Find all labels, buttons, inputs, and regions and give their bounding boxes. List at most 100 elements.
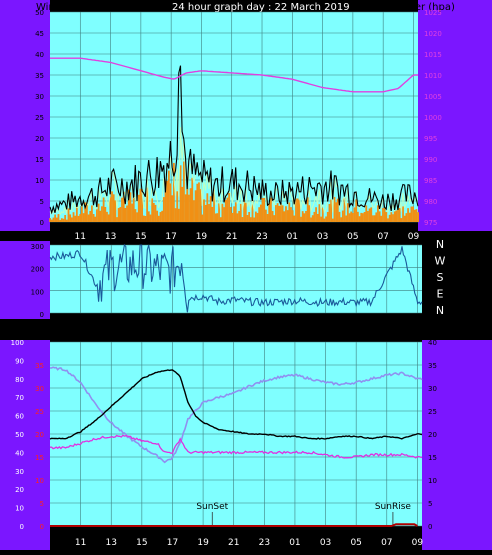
wind-x-tick-label: 13: [105, 232, 116, 242]
wind-avg-bar: [261, 197, 264, 222]
rain-y-tick-label: 30: [35, 385, 44, 393]
wind-avg-bar: [70, 217, 73, 222]
wind-avg-bar: [244, 202, 247, 222]
wind-avg-bar: [306, 197, 309, 222]
wind-avg-bar: [206, 193, 209, 222]
wind-avg-bar: [144, 215, 147, 222]
wind-avg-bar: [151, 198, 154, 222]
wind-avg-bar: [271, 210, 274, 222]
wind-avg-bar: [256, 212, 259, 222]
wind-avg-bar: [254, 211, 257, 222]
wind-avg-bar: [152, 202, 155, 222]
wind-avg-bar: [417, 212, 419, 222]
wind-avg-bar: [362, 213, 364, 222]
temperature-line: [49, 369, 423, 440]
wind-avg-bar: [315, 207, 317, 222]
wind-avg-bar: [305, 210, 307, 222]
rainfall-label: Rainfall (mm): [1, 323, 69, 334]
wind-avg-bar: [97, 203, 100, 222]
wind-avg-bar: [64, 215, 67, 222]
wind-avg-bar: [49, 218, 51, 222]
wind-avg-bar: [55, 217, 58, 222]
temp-x-tick-label: 03: [320, 538, 331, 548]
baro-y-tick-label: 1005: [424, 93, 442, 101]
wind-x-tick-label: 07: [377, 232, 388, 242]
wind-avg-bar: [179, 165, 182, 222]
direction-compass-label: S: [437, 271, 444, 284]
wind-y-tick-label: 25: [35, 114, 44, 122]
wind-avg-bar: [199, 189, 202, 222]
wind-avg-bar: [67, 208, 70, 222]
wind-avg-bar: [239, 203, 242, 222]
wind-avg-bar: [121, 197, 123, 222]
temp-x-tick-label: 15: [136, 538, 147, 548]
wind-avg-bar: [346, 203, 349, 222]
rain-y-tick-label: 0: [40, 523, 44, 531]
wind-x-tick-label: 19: [196, 232, 208, 242]
wind-avg-bar: [94, 216, 97, 222]
humidity-y-tick-label: 90: [15, 357, 24, 365]
wind-avg-bar: [268, 202, 271, 222]
direction-y-tick-label: 0: [40, 311, 44, 319]
wind-avg-bar: [370, 207, 373, 222]
wind-avg-bar: [191, 177, 194, 222]
wind-avg-bar: [146, 187, 149, 222]
wind-avg-bar: [223, 207, 225, 222]
wind-x-tick-label: 17: [165, 232, 176, 242]
wind-avg-bar: [211, 206, 214, 222]
rain-y-tick-label: 5: [40, 500, 44, 508]
wind-avg-bar: [117, 208, 120, 222]
wind-avg-bar: [198, 182, 200, 222]
baro-y-tick-label: 1025: [424, 9, 442, 17]
humidity-label: Humidity (%): [66, 323, 132, 334]
wind-avg-bar: [174, 208, 177, 222]
wind-avg-bar: [131, 203, 133, 222]
wind-avg-bar: [216, 213, 219, 222]
wind-avg-bar: [208, 204, 210, 222]
wind-avg-bar: [203, 199, 205, 222]
wind-avg-bar: [326, 211, 329, 222]
wind-avg-bar: [87, 214, 90, 222]
wind-avg-bar: [323, 218, 326, 222]
wind-avg-bar: [129, 192, 132, 222]
wind-y-tick-label: 20: [35, 135, 44, 143]
wind-avg-bar: [253, 217, 256, 222]
wind-avg-bar: [75, 204, 78, 222]
wind-avg-bar: [194, 190, 197, 222]
wind-avg-bar: [273, 215, 276, 222]
wind-avg-bar: [298, 199, 301, 222]
temp-x-tick-label: 13: [106, 538, 117, 548]
wind-avg-bar: [351, 213, 354, 222]
wind-avg-bar: [214, 213, 217, 222]
wind-avg-bar: [57, 214, 60, 222]
wind-avg-bar: [159, 212, 162, 222]
wind-y-tick-label: 50: [35, 9, 44, 17]
wind-avg-bar: [229, 207, 232, 222]
wind-avg-bar: [251, 199, 254, 222]
wind-avg-bar: [360, 212, 363, 222]
direction-compass-label: W: [435, 255, 446, 268]
wind-avg-bar: [176, 191, 179, 222]
wind-avg-bar: [226, 197, 229, 222]
barometer-label: Barometer (hpa): [372, 2, 455, 13]
baro-y-tick-label: 985: [424, 177, 437, 185]
rain-line: [50, 523, 418, 527]
chart-title: 24 hour graph day : 22 March 2019: [172, 2, 350, 13]
plot-layer: 0510152025303540455097598098599099510001…: [11, 9, 446, 548]
sunrise-label: SunRise: [375, 502, 412, 512]
wind-avg-bar: [141, 189, 143, 222]
wind-avg-bar: [413, 209, 416, 222]
wind-avg-bar: [340, 217, 343, 222]
wind-avg-bar: [99, 210, 102, 222]
wind-avg-bar: [397, 206, 399, 222]
wind-avg-bar: [74, 215, 77, 222]
wind-avg-bar: [286, 210, 289, 222]
wind-avg-bar: [156, 210, 159, 222]
wind-avg-bar: [275, 205, 277, 222]
wind-avg-bar: [124, 207, 127, 222]
rain-y-tick-label: 10: [35, 477, 44, 485]
baro-y-tick-label: 975: [424, 219, 437, 227]
top-right-panel: [418, 0, 492, 231]
wind-avg-bar: [335, 202, 338, 222]
wind-x-tick-label: 05: [347, 232, 358, 242]
